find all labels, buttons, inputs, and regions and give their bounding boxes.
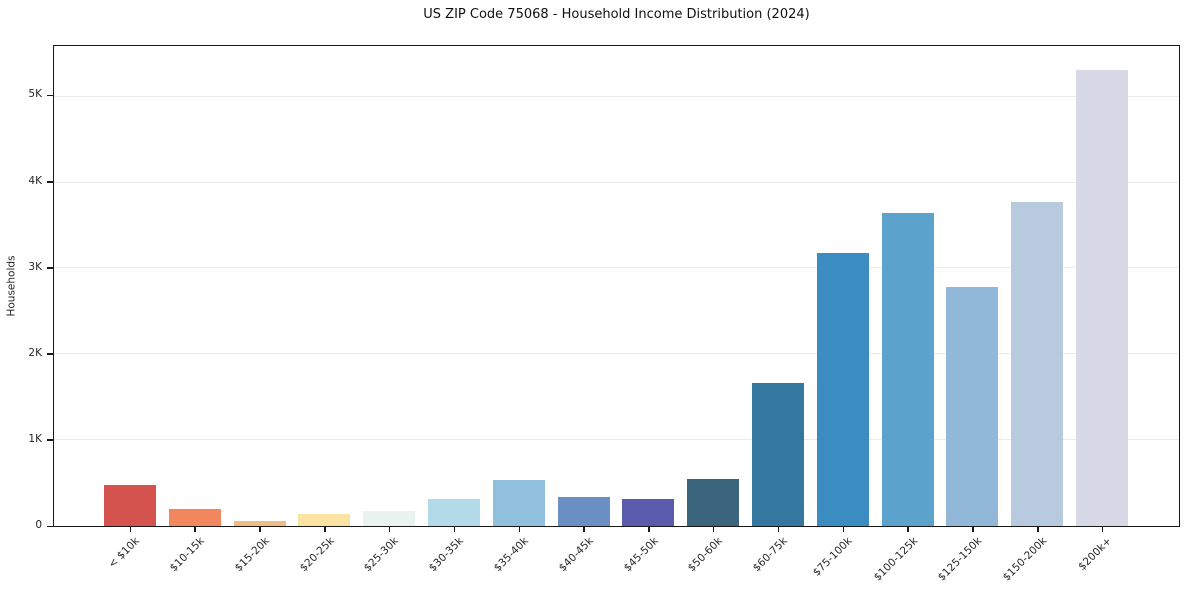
x-tick-mark xyxy=(712,527,715,532)
gridline-1K xyxy=(54,439,1179,441)
bar xyxy=(233,520,286,526)
x-tick-mark xyxy=(129,527,132,532)
y-tick-mark xyxy=(47,181,53,183)
y-tick-mark xyxy=(47,525,53,527)
bar xyxy=(816,253,869,526)
y-tick-label: 2K xyxy=(28,346,42,359)
bar xyxy=(363,511,416,526)
y-tick-mark xyxy=(47,439,53,441)
x-tick-label-text: $40-45k xyxy=(556,535,596,575)
bar xyxy=(492,480,545,526)
bar xyxy=(1076,70,1129,526)
y-tick-mark xyxy=(47,353,53,355)
bar xyxy=(1011,202,1064,526)
y-tick-label: 1K xyxy=(28,432,42,445)
y-tick-label: 4K xyxy=(28,174,42,187)
x-tick-mark xyxy=(777,527,780,532)
x-tick-label-text: $60-75k xyxy=(750,535,791,575)
bar xyxy=(946,287,999,526)
plot-area xyxy=(53,45,1180,527)
x-tick-mark xyxy=(194,527,196,532)
x-tick-mark xyxy=(648,527,650,532)
x-tick-mark xyxy=(583,527,585,532)
x-tick-mark xyxy=(907,527,909,532)
x-tick-label-text: $25-30k xyxy=(362,535,402,575)
chart-title: US ZIP Code 75068 - Household Income Dis… xyxy=(423,7,810,22)
y-axis-label: Households xyxy=(0,45,24,527)
y-tick-mark xyxy=(47,94,53,97)
bar xyxy=(168,509,221,526)
gridline-5K xyxy=(54,95,1179,97)
x-tick-label-text: $15-20k xyxy=(232,535,272,575)
y-tick-label: 3K xyxy=(28,260,42,273)
y-tick-label: 0 xyxy=(35,519,42,531)
x-tick-mark xyxy=(1037,527,1039,532)
x-tick-label-text: $45-50k xyxy=(621,535,661,575)
x-tick-mark xyxy=(324,527,326,532)
x-tick-mark xyxy=(972,527,974,532)
x-tick-label-text: $30-35k xyxy=(426,535,466,575)
x-tick-label-text: $200k+ xyxy=(1076,535,1115,573)
x-tick-label-text: $50-60k xyxy=(686,535,726,575)
x-tick-label-text: $100-125k xyxy=(871,535,920,584)
x-tick-label-text: $35-40k xyxy=(491,535,531,575)
x-tick-mark xyxy=(259,527,261,532)
y-tick-label: 5K xyxy=(28,88,42,101)
x-tick-mark xyxy=(388,527,391,532)
gridline-2K xyxy=(54,353,1179,355)
x-tick-label-text: $150-200k xyxy=(1000,535,1050,584)
x-tick-mark xyxy=(518,527,521,532)
bar xyxy=(427,499,480,526)
x-tick-label-text: $75-100k xyxy=(811,535,855,579)
bar xyxy=(687,479,740,526)
x-tick-label-text: $20-25k xyxy=(297,535,337,575)
x-tick-mark xyxy=(453,527,456,532)
bar xyxy=(752,383,805,526)
x-tick-mark xyxy=(842,527,845,532)
bar xyxy=(557,497,610,526)
bar xyxy=(298,513,351,526)
x-tick-label-text: < $10k xyxy=(106,535,142,571)
gridline-4K xyxy=(54,181,1179,183)
y-tick-mark xyxy=(47,267,53,269)
gridline-3K xyxy=(54,267,1179,269)
bar xyxy=(103,484,156,526)
x-tick-label-text: $10-15k xyxy=(167,535,207,575)
x-tick-mark xyxy=(1101,527,1104,532)
bar xyxy=(881,213,934,526)
x-tick-label-text: $125-150k xyxy=(935,535,985,584)
bar xyxy=(622,498,675,526)
